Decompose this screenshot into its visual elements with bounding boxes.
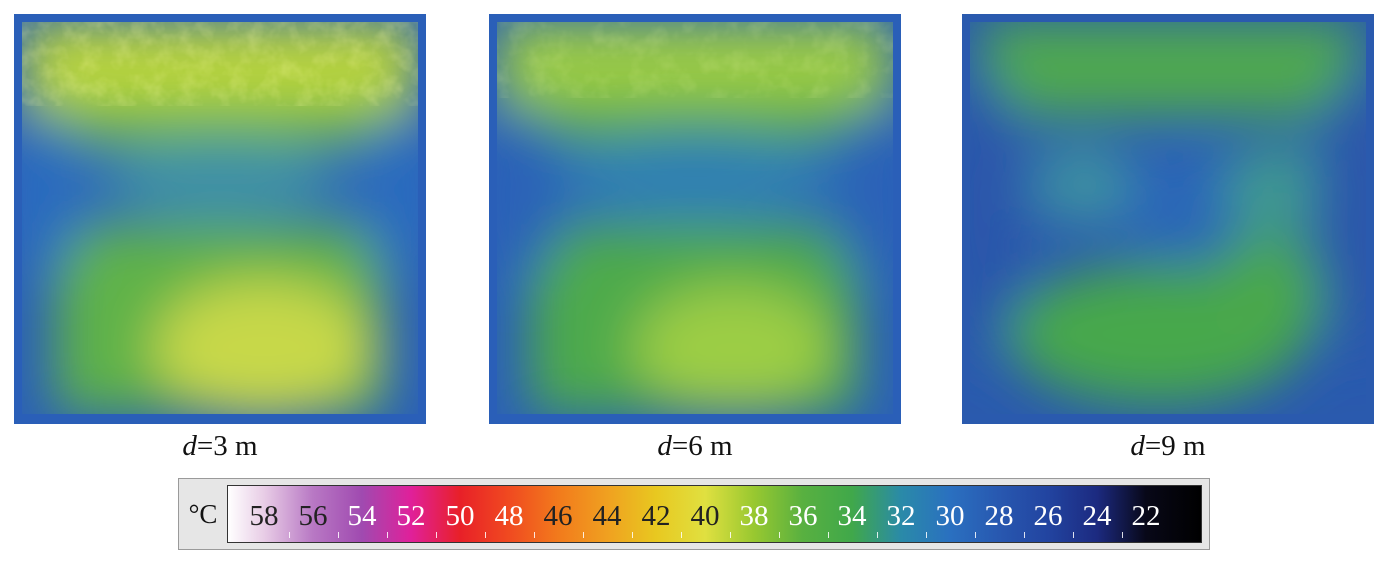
colorbar-tick-mark: [925, 532, 927, 538]
colorbar-tick-label: 48: [494, 500, 524, 532]
colorbar-tick-mark: [680, 532, 682, 538]
colorbar-tick-label: 56: [298, 500, 328, 532]
caption-equals: =: [671, 430, 689, 462]
colorbar-tick-mark: [484, 532, 486, 538]
thermal-image-panel-3: [962, 14, 1374, 424]
caption-panel-1: d=3 m: [14, 424, 426, 468]
caption-value: 6 m: [688, 430, 733, 462]
thermal-image-3: [962, 14, 1374, 424]
colorbar-tick-mark: [435, 532, 437, 538]
colorbar-tick-label: 32: [886, 500, 916, 532]
caption-value: 3 m: [213, 430, 258, 462]
caption-variable: d: [1130, 430, 1145, 462]
colorbar-tick-label: 46: [543, 500, 573, 532]
colorbar-tick-label: 40: [690, 500, 720, 532]
colorbar-tick-mark: [582, 532, 584, 538]
thermal-image-2: [489, 14, 901, 424]
colorbar-tick-mark: [729, 532, 731, 538]
colorbar-unit-label: °C: [188, 499, 218, 529]
colorbar-tick-mark: [533, 532, 535, 538]
colorbar-tick-label: 30: [935, 500, 965, 532]
colorbar-tick-mark: [1023, 532, 1025, 538]
colorbar-tick-label: 24: [1082, 500, 1112, 532]
caption-panel-3: d=9 m: [962, 424, 1374, 468]
colorbar-tick-label: 36: [788, 500, 818, 532]
colorbar-gradient: 58 56 54 52 50 48 46 44 42 40 38 36 34 32 30 28 26 24 22: [227, 485, 1202, 543]
colorbar-tick-label: 26: [1033, 500, 1063, 532]
colorbar-tick-label: 58: [249, 500, 279, 532]
colorbar-tick-mark: [631, 532, 633, 538]
colorbar-tick-label: 52: [396, 500, 426, 532]
caption-equals: =: [196, 430, 214, 462]
colorbar-tick-mark: [1072, 532, 1074, 538]
colorbar-tick-label: 22: [1131, 500, 1161, 532]
colorbar-tick-mark: [1121, 532, 1123, 538]
caption-variable: d: [182, 430, 197, 462]
colorbar-tick-mark: [876, 532, 878, 538]
colorbar-tick-label: 28: [984, 500, 1014, 532]
colorbar-tick-mark: [778, 532, 780, 538]
colorbar-tick-mark: [386, 532, 388, 538]
colorbar-tick-mark: [337, 532, 339, 538]
colorbar-tick-label: 42: [641, 500, 671, 532]
caption-variable: d: [657, 430, 672, 462]
thermal-image-panel-2: [489, 14, 901, 424]
caption-equals: =: [1144, 430, 1162, 462]
thermal-image-panel-1: [14, 14, 426, 424]
thermal-image-1: [14, 14, 426, 424]
caption-panel-2: d=6 m: [489, 424, 901, 468]
caption-value: 9 m: [1161, 430, 1206, 462]
colorbar-tick-label: 54: [347, 500, 377, 532]
colorbar-tick-label: 34: [837, 500, 867, 532]
colorbar-tick-mark: [288, 532, 290, 538]
colorbar-tick-label: 50: [445, 500, 475, 532]
colorbar-tick-mark: [827, 532, 829, 538]
colorbar-tick-label: 44: [592, 500, 622, 532]
temperature-colorbar: °C 58 56 54 52 50 48 46 44 42 40 38 36 34 32 30 28 26 24 2…: [178, 478, 1210, 550]
colorbar-tick-mark: [974, 532, 976, 538]
colorbar-tick-label: 38: [739, 500, 769, 532]
